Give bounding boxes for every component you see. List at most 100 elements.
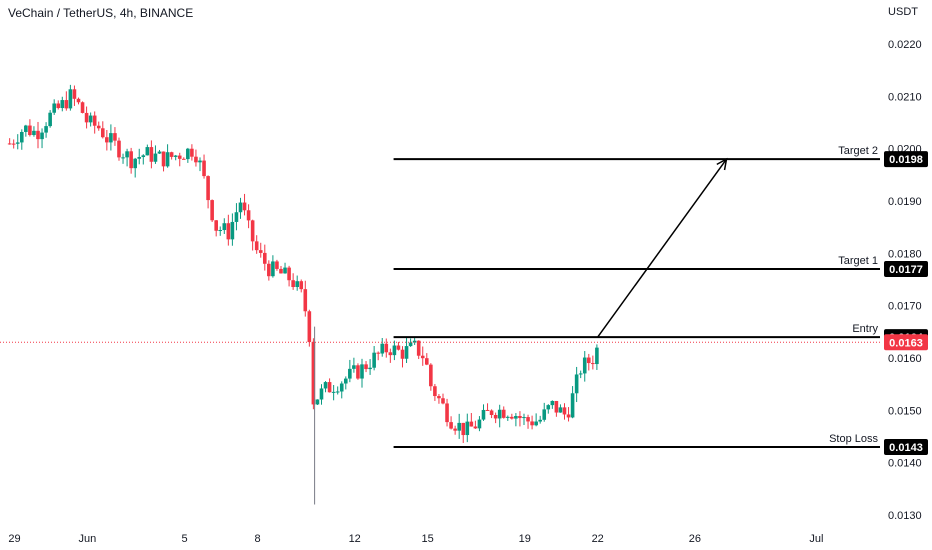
candle	[275, 259, 279, 271]
candle	[510, 413, 514, 420]
candle	[295, 275, 299, 291]
level-label: Target 1	[838, 255, 878, 267]
candle	[7, 138, 12, 145]
x-tick-label: 12	[349, 533, 361, 545]
candle	[226, 214, 231, 246]
candle	[550, 400, 555, 409]
candle	[489, 409, 494, 419]
candle	[522, 413, 526, 426]
candle	[461, 422, 466, 443]
candle	[429, 363, 433, 391]
candle	[202, 154, 206, 179]
candle	[206, 175, 210, 209]
candle	[214, 219, 218, 237]
arrow-head-icon	[716, 157, 728, 171]
candle	[19, 129, 24, 150]
candle	[80, 101, 85, 114]
svg-text:0.0163: 0.0163	[889, 337, 923, 349]
candle	[291, 273, 295, 290]
candle	[493, 412, 498, 424]
candle	[137, 148, 142, 165]
candle	[469, 413, 474, 427]
candle	[505, 415, 510, 421]
candle	[222, 218, 227, 234]
candle	[327, 378, 332, 393]
candle	[408, 338, 413, 347]
candle	[210, 199, 214, 223]
candle	[465, 413, 470, 443]
candle	[121, 153, 125, 164]
y-tick-label: 0.0180	[888, 248, 922, 260]
candle	[238, 197, 243, 219]
candle	[96, 121, 101, 131]
candle	[149, 140, 154, 169]
x-tick-label: 22	[592, 533, 604, 545]
candle	[412, 337, 417, 345]
candle	[44, 122, 48, 138]
candle	[352, 357, 356, 373]
candle	[287, 265, 291, 287]
x-tick-label: 26	[689, 533, 701, 545]
candle	[420, 346, 425, 366]
y-tick-label: 0.0150	[888, 405, 922, 417]
candle	[279, 265, 283, 274]
candle	[566, 407, 571, 422]
candle	[15, 134, 20, 150]
projection-arrow[interactable]	[597, 158, 728, 338]
level-label: Entry	[852, 323, 878, 335]
candle	[230, 213, 235, 246]
candle	[396, 341, 401, 351]
x-tick-label: 8	[254, 533, 260, 545]
candle	[100, 121, 105, 139]
candle	[433, 383, 437, 401]
x-tick-label: 5	[182, 533, 188, 545]
x-axis[interactable]: 29 Jun 5 8 12 15 19 22 26 Jul	[8, 533, 823, 545]
candle	[133, 157, 137, 178]
candle	[76, 97, 81, 105]
candle	[578, 370, 583, 379]
last-price-badge: 0.0163	[884, 334, 928, 351]
candle	[145, 144, 150, 156]
candle	[234, 203, 239, 231]
level-price-badge: 0.0143	[884, 438, 928, 455]
svg-text:0.0177: 0.0177	[889, 264, 923, 276]
y-tick-label: 0.0220	[888, 39, 922, 51]
candle	[591, 355, 595, 370]
candle	[181, 157, 186, 160]
candle	[92, 111, 97, 134]
candle	[157, 149, 162, 154]
y-tick-label: 0.0170	[888, 301, 922, 313]
y-tick-label: 0.0160	[888, 353, 922, 365]
candle	[105, 129, 109, 151]
candle	[56, 100, 61, 110]
level-price-badge: 0.0198	[884, 151, 928, 168]
x-tick-label: 15	[421, 533, 433, 545]
candle	[457, 413, 461, 439]
candle	[538, 415, 542, 424]
candles-layer	[0, 84, 880, 505]
price-unit-label: USDT	[888, 6, 918, 18]
candle	[60, 96, 65, 112]
candle	[267, 260, 271, 281]
y-tick-label: 0.0190	[888, 196, 922, 208]
candle	[323, 381, 328, 393]
candle	[384, 338, 389, 358]
x-tick-label: Jun	[79, 533, 97, 545]
candle	[40, 128, 44, 149]
candle	[437, 394, 441, 404]
candle	[530, 415, 534, 430]
candle	[194, 149, 198, 167]
candle	[250, 219, 255, 251]
candle	[198, 157, 202, 172]
candle	[356, 363, 360, 380]
candle	[48, 110, 52, 128]
candle	[372, 346, 376, 371]
candle	[473, 420, 478, 429]
candle	[258, 242, 263, 258]
candle	[254, 235, 259, 254]
x-tick-label: 19	[519, 533, 531, 545]
candle	[125, 148, 129, 167]
candle	[518, 411, 522, 427]
candle	[36, 121, 40, 149]
